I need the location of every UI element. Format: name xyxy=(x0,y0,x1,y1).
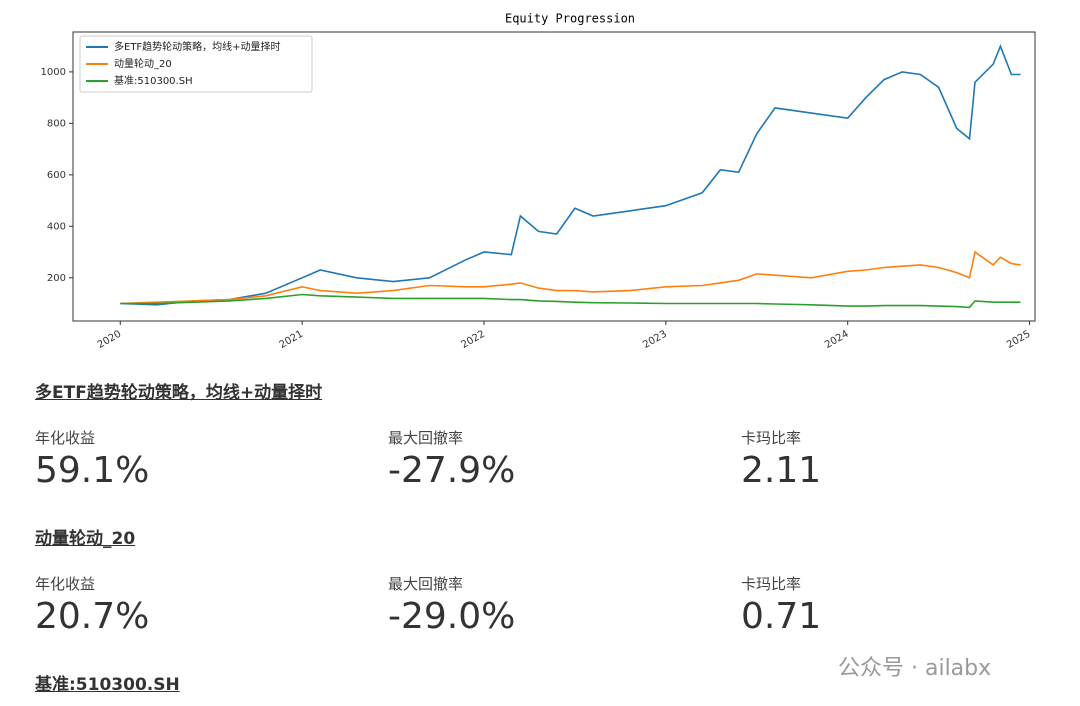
y-tick-label: 200 xyxy=(47,273,66,284)
legend-label: 多ETF趋势轮动策略，均线+动量择时 xyxy=(114,40,281,53)
metric-label: 最大回撤率 xyxy=(388,429,464,447)
y-tick-label: 1000 xyxy=(41,67,66,78)
metric-value: 0.71 xyxy=(741,596,822,637)
chart: Equity Progression 200 400 600 800 1000 2020 2… xyxy=(41,12,1036,351)
series-line xyxy=(120,250,1021,305)
y-tick-label: 400 xyxy=(47,221,66,232)
plot-frame xyxy=(72,31,1036,322)
x-tick-label: 2024 xyxy=(823,329,851,351)
y-tick-label: 800 xyxy=(47,118,66,129)
metric-label: 卡玛比率 xyxy=(741,429,802,447)
series-line xyxy=(120,293,1021,309)
section-title: 基准:510300.SH xyxy=(35,675,180,695)
metric-value: -29.0% xyxy=(388,596,516,637)
y-tick-label: 600 xyxy=(47,170,66,181)
metric-label: 最大回撤率 xyxy=(388,575,464,593)
legend-label: 动量轮动_20 xyxy=(114,57,172,70)
x-tick-label: 2020 xyxy=(96,329,124,351)
chart-title: Equity Progression xyxy=(505,12,635,26)
x-tick-label: 2022 xyxy=(459,329,487,351)
metric-value: 59.1% xyxy=(35,450,150,491)
x-tick-label: 2023 xyxy=(641,329,669,351)
metric-value: 20.7% xyxy=(35,596,150,637)
metric-label: 年化收益 xyxy=(35,429,96,447)
section-title: 动量轮动_20 xyxy=(35,529,136,549)
metric-label: 卡玛比率 xyxy=(741,575,802,593)
metric-value: -27.9% xyxy=(388,450,516,491)
section-title: 多ETF趋势轮动策略，均线+动量择时 xyxy=(35,383,323,403)
x-tick-label: 2021 xyxy=(278,329,306,351)
legend-label: 基准:510300.SH xyxy=(114,74,193,87)
series-line xyxy=(120,44,1021,306)
watermark: 公众号 · ailabx xyxy=(838,656,992,681)
x-tick-label: 2025 xyxy=(1005,329,1033,351)
metric-value: 2.11 xyxy=(741,450,822,491)
legend-box xyxy=(79,35,313,93)
metric-label: 年化收益 xyxy=(35,575,96,593)
